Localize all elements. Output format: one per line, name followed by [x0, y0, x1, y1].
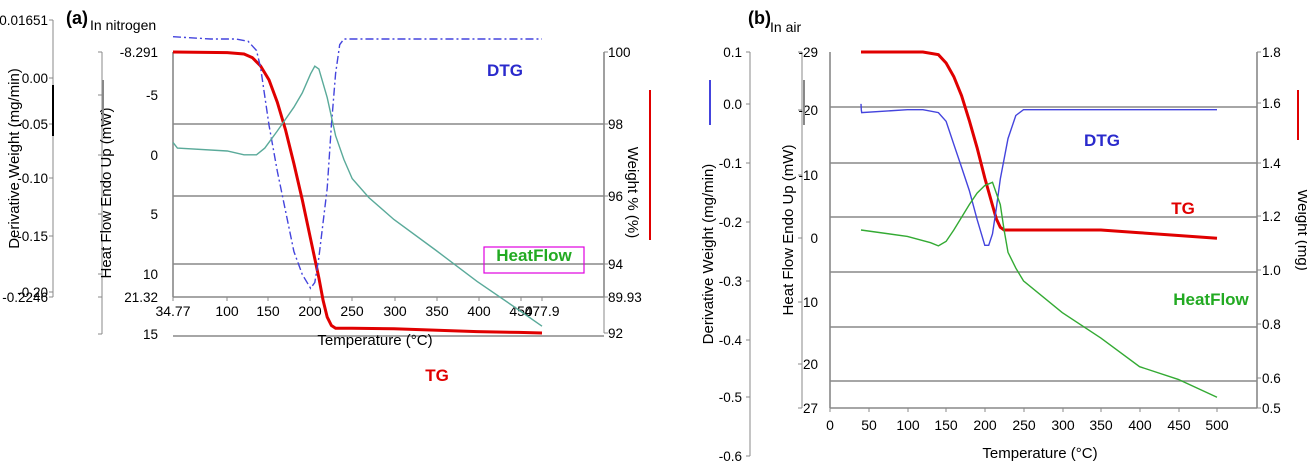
x-tick-label: 477.9 — [524, 303, 559, 319]
y-tick-label: -0.6 — [719, 449, 742, 464]
y-tick-label: 21.32 — [124, 290, 158, 305]
x-tick-label: 400 — [467, 303, 491, 319]
y-tick-label: 100 — [608, 45, 631, 60]
x-tick-label: 350 — [1089, 417, 1113, 433]
y-tick-label: 10 — [803, 295, 818, 310]
y-axis-title: Heat Flow Endo Up (mW) — [780, 145, 797, 316]
panel-label: (a) — [66, 8, 88, 28]
y-tick-label: 92 — [608, 326, 623, 341]
x-tick-label: 450 — [1167, 417, 1191, 433]
x-axis-title: Temperature (°C) — [317, 332, 432, 349]
y-axis-title: Heat Flow Endo Up (mW) — [98, 108, 115, 279]
y-tick-label: 0 — [150, 148, 158, 163]
x-tick-label: 300 — [1051, 417, 1075, 433]
panel-subtitle: In nitrogen — [90, 17, 156, 33]
y-tick-label: 0.0 — [723, 97, 742, 112]
y-tick-label: 5 — [150, 207, 158, 222]
annotation-label: TG — [1171, 199, 1195, 218]
y-tick-label: 0.8 — [1262, 317, 1281, 332]
annotation-label: TG — [425, 366, 449, 385]
y-tick-label: -0.2246 — [2, 290, 48, 305]
x-tick-label: 200 — [298, 303, 322, 319]
y-tick-label: -10 — [798, 168, 818, 183]
x-tick-label: 150 — [934, 417, 958, 433]
y-tick-label: 0.01651 — [0, 13, 48, 28]
annotation-label: DTG — [1084, 131, 1120, 150]
y-axis-title: Derivative Weight (mg/min) — [6, 68, 23, 249]
y-tick-label: 15 — [143, 327, 158, 342]
y-tick-label: -0.2 — [719, 215, 742, 230]
y-axis-title: Weight (mg) — [1294, 189, 1307, 270]
y-tick-label: -0.20 — [17, 285, 48, 300]
series-line-tg — [172, 50, 543, 335]
y-tick-label: 0.6 — [1262, 371, 1281, 386]
series-line-dtg — [860, 103, 1217, 246]
annotation-label: HeatFlow — [496, 246, 572, 265]
x-tick-label: 250 — [340, 303, 364, 319]
y-tick-label: -0.5 — [719, 390, 742, 405]
y-axis-title: Weight % (%) — [624, 147, 641, 238]
y-tick-label: -5 — [146, 88, 158, 103]
x-tick-label: 400 — [1128, 417, 1152, 433]
y-tick-label: 94 — [608, 257, 624, 272]
x-tick-label: 0 — [826, 417, 834, 433]
y-tick-label: 89.93 — [608, 290, 642, 305]
y-tick-label: -8.291 — [120, 45, 158, 60]
y-tick-label: 0.1 — [723, 45, 742, 60]
x-tick-label: 100 — [896, 417, 920, 433]
y-tick-label: -0.4 — [719, 333, 743, 348]
y-tick-label: -20 — [798, 103, 818, 118]
y-tick-label: 20 — [803, 357, 818, 372]
y-tick-label: 0.5 — [1262, 401, 1281, 416]
y-tick-label: 1.8 — [1262, 45, 1281, 60]
annotation-label: DTG — [487, 61, 523, 80]
series-line-heatflow — [172, 65, 543, 327]
panel-label: (b) — [748, 8, 771, 28]
annotation-label: HeatFlow — [1173, 290, 1249, 309]
x-axis-title: Temperature (°C) — [982, 445, 1097, 462]
y-tick-label: 27 — [803, 401, 818, 416]
y-tick-label: 0.00 — [22, 71, 48, 86]
series-line-tg — [861, 50, 1218, 240]
y-tick-label: -0.1 — [719, 156, 742, 171]
y-tick-label: -0.3 — [719, 274, 742, 289]
y-tick-label: 1.6 — [1262, 96, 1281, 111]
y-tick-label: 10 — [143, 267, 158, 282]
x-tick-label: 50 — [861, 417, 877, 433]
y-tick-label: -0.15 — [17, 229, 48, 244]
x-tick-label: 100 — [215, 303, 239, 319]
y-tick-label: 0 — [810, 231, 818, 246]
y-tick-label: 98 — [608, 117, 623, 132]
x-tick-label: 200 — [973, 417, 997, 433]
y-tick-label: -0.05 — [17, 117, 48, 132]
series-line-heatflow — [860, 181, 1218, 398]
x-tick-label: 250 — [1012, 417, 1036, 433]
x-tick-label: 300 — [383, 303, 407, 319]
y-axis-title: Derivative Weight (mg/min) — [700, 164, 717, 345]
annotation-box — [483, 246, 585, 274]
y-tick-label: 1.0 — [1262, 263, 1281, 278]
x-tick-label: 500 — [1205, 417, 1229, 433]
series-line-dtg — [172, 36, 542, 290]
panel-subtitle: In air — [770, 19, 801, 35]
y-tick-label: -0.10 — [17, 171, 48, 186]
x-tick-label: 150 — [256, 303, 280, 319]
y-tick-label: -29 — [798, 45, 818, 60]
x-tick-label: 34.77 — [155, 303, 190, 319]
y-tick-label: 1.2 — [1262, 209, 1281, 224]
x-tick-label: 350 — [425, 303, 449, 319]
y-tick-label: 96 — [608, 189, 623, 204]
y-tick-label: 1.4 — [1262, 156, 1281, 171]
